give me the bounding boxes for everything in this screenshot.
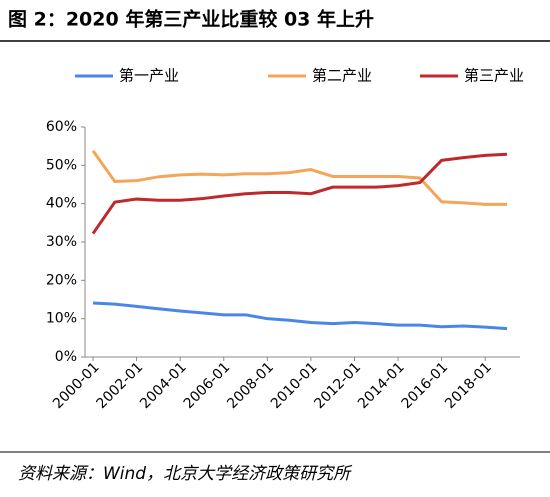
legend-label: 第三产业 (464, 67, 524, 85)
series-line (91, 149, 507, 206)
x-tick-label: 2018-01 (442, 359, 495, 412)
x-tick-label: 2010-01 (268, 359, 321, 412)
x-tick-label: 2004-01 (137, 359, 190, 412)
x-tick-label: 2014-01 (355, 359, 408, 412)
y-tick-label: 0% (55, 349, 77, 365)
x-tick-label: 2000-01 (50, 359, 103, 412)
y-tick-label: 60% (46, 119, 77, 135)
y-tick-label: 10% (46, 311, 77, 327)
x-tick-label: 2002-01 (94, 359, 147, 412)
y-tick-label: 20% (46, 272, 77, 288)
legend-label: 第一产业 (119, 67, 179, 85)
legend-label: 第二产业 (312, 67, 372, 85)
x-tick-label: 2008-01 (224, 359, 277, 412)
series-line (91, 152, 508, 235)
y-tick-label: 40% (46, 196, 77, 212)
y-tick-label: 30% (46, 234, 77, 250)
x-tick-label: 2016-01 (399, 359, 452, 412)
x-tick-label: 2012-01 (311, 359, 364, 412)
y-tick-label: 50% (46, 157, 77, 173)
series-line (92, 301, 508, 331)
source: 资料来源：Wind，北京大学经济政策研究所 (18, 464, 353, 484)
x-tick-label: 2006-01 (181, 359, 234, 412)
chart-title: 图 2：2020 年第三产业比重较 03 年上升 (8, 8, 374, 31)
